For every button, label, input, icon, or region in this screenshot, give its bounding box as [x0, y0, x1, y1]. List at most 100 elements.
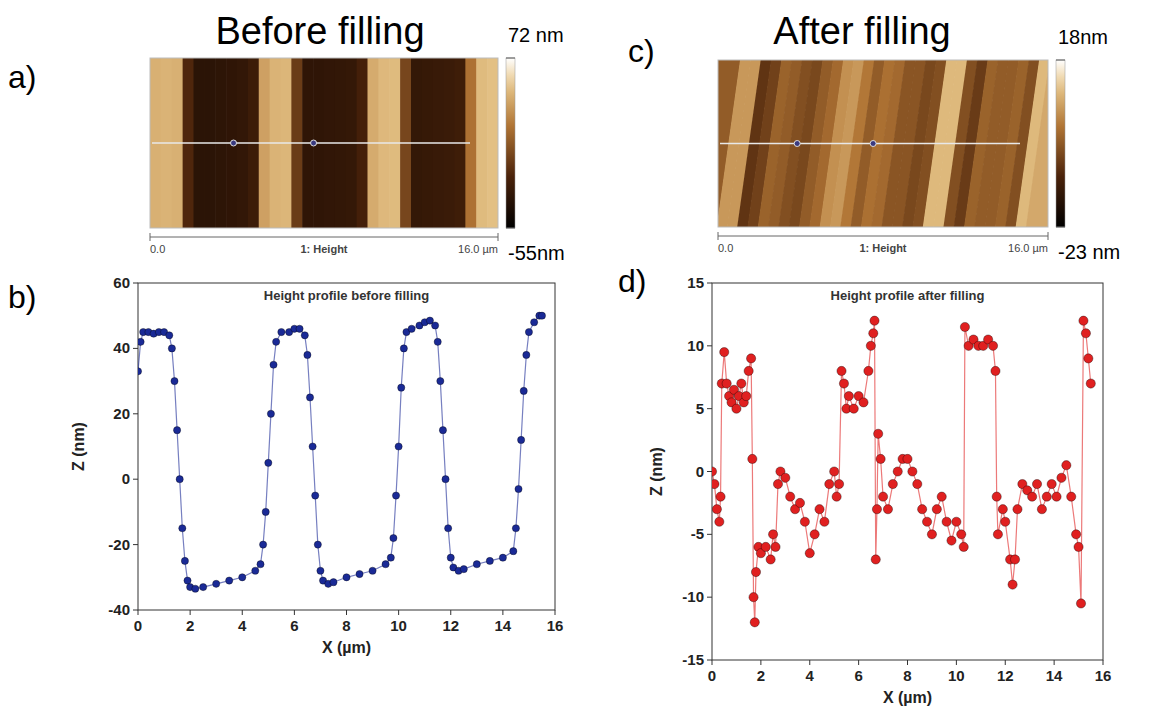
data-point	[173, 427, 180, 434]
data-point	[942, 517, 951, 526]
data-point	[957, 530, 966, 539]
data-point	[952, 517, 961, 526]
x-tick-label: 2	[186, 617, 194, 634]
x-tick-label: 6	[854, 667, 862, 684]
data-point	[742, 392, 751, 401]
plot-data	[138, 312, 546, 592]
afm-panel: c)After filling0.016.0 µm1: Height18nm-2…	[628, 10, 1120, 263]
y-tick	[133, 479, 138, 480]
data-point	[356, 570, 363, 577]
profile-line	[138, 316, 542, 589]
scale-label: 16.0 µm	[458, 243, 498, 255]
colorbar-label: 18nm	[1058, 26, 1108, 48]
data-point	[473, 561, 480, 568]
data-point	[1076, 599, 1085, 608]
data-point	[839, 379, 848, 388]
x-tick	[242, 610, 243, 615]
x-tick	[555, 610, 556, 615]
x-tick	[712, 660, 713, 665]
scale-label: 16.0 µm	[1008, 242, 1048, 254]
x-tick-label: 8	[342, 617, 350, 634]
y-tick-label: 0	[696, 463, 704, 480]
afm-panel: a)Before filling0.016.0 µm1: Height72 nm…	[8, 10, 565, 264]
data-point	[750, 618, 759, 627]
panel-label: a)	[8, 59, 36, 95]
x-tick	[858, 660, 859, 665]
data-point	[1037, 505, 1046, 514]
data-point	[716, 492, 725, 501]
colorbar-label: 72 nm	[508, 24, 564, 46]
data-point	[314, 541, 321, 548]
data-point	[437, 378, 444, 385]
y-tick-label: 20	[113, 405, 130, 422]
y-tick	[133, 544, 138, 545]
profile-cursor	[231, 140, 237, 146]
y-axis-title: Z (nm)	[70, 422, 87, 471]
data-point	[510, 548, 517, 555]
y-tick-label: -20	[108, 536, 130, 553]
x-tick	[1005, 660, 1006, 665]
data-point	[239, 574, 246, 581]
y-tick	[707, 345, 712, 346]
y-tick	[133, 283, 138, 284]
data-point	[830, 467, 839, 476]
data-point	[834, 479, 843, 488]
data-point	[166, 332, 173, 339]
data-point	[1010, 555, 1019, 564]
data-point	[747, 354, 756, 363]
data-point	[859, 398, 868, 407]
data-point	[317, 567, 324, 574]
data-point	[795, 498, 804, 507]
channel-label: 1: Height	[300, 243, 347, 255]
data-point	[520, 387, 527, 394]
data-point	[820, 517, 829, 526]
x-tick	[190, 610, 191, 615]
data-point	[262, 508, 269, 515]
x-tick-label: 0	[134, 617, 142, 634]
data-point	[761, 542, 770, 551]
x-tick-label: 14	[495, 617, 512, 634]
data-point	[523, 351, 530, 358]
data-point	[309, 443, 316, 450]
data-point	[992, 492, 1001, 501]
scale-axis	[718, 236, 1048, 237]
panel-label: c)	[628, 33, 655, 69]
data-point	[903, 454, 912, 463]
y-tick	[707, 283, 712, 284]
x-tick	[502, 610, 503, 615]
y-tick	[707, 471, 712, 472]
x-tick	[1054, 660, 1055, 665]
y-tick	[133, 610, 138, 611]
data-point	[722, 379, 731, 388]
data-point	[252, 567, 259, 574]
profile-cursor	[311, 140, 317, 146]
y-tick-label: 0	[122, 470, 130, 487]
colorbar-tick	[506, 228, 515, 229]
data-point	[395, 443, 402, 450]
profile-line	[712, 321, 1091, 623]
data-point	[525, 328, 532, 335]
data-point	[273, 338, 280, 345]
y-tick-label: 10	[687, 337, 704, 354]
data-point	[749, 593, 758, 602]
data-point	[442, 476, 449, 483]
x-tick	[138, 610, 139, 615]
data-point	[922, 517, 931, 526]
data-point	[1067, 492, 1076, 501]
profile-panel: d)-15-10-50510150246810121416X (µm)Z (nm…	[618, 263, 1111, 706]
y-tick	[133, 348, 138, 349]
data-point	[387, 554, 394, 561]
data-point	[960, 322, 969, 331]
data-point	[439, 427, 446, 434]
data-point	[1081, 329, 1090, 338]
plot-title: Height profile after filling	[831, 288, 985, 303]
data-point	[712, 505, 721, 514]
data-point	[343, 574, 350, 581]
x-tick-label: 12	[442, 617, 459, 634]
data-point	[138, 338, 144, 345]
data-point	[1052, 492, 1061, 501]
data-point	[1057, 473, 1066, 482]
data-point	[800, 517, 809, 526]
afm-image	[718, 60, 1048, 227]
channel-label: 1: Height	[859, 242, 906, 254]
